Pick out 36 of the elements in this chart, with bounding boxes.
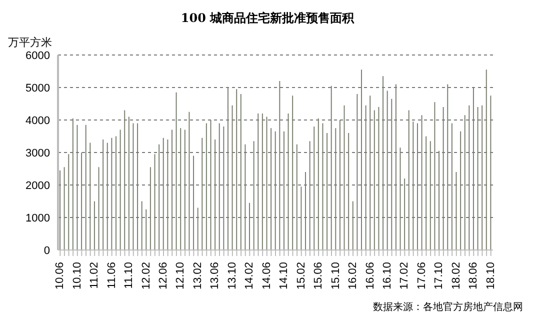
x-tick-label: 16.06 bbox=[364, 262, 376, 290]
x-tick-label: 12.06 bbox=[158, 262, 170, 290]
x-tick-label: 11.06 bbox=[106, 262, 118, 289]
x-tick-label: 17.06 bbox=[416, 262, 428, 290]
x-tick-label: 11.10 bbox=[123, 262, 136, 289]
x-tick-label: 14.06 bbox=[260, 262, 273, 290]
y-tick-label: 1000 bbox=[26, 212, 50, 224]
x-tick-label: 16.10 bbox=[381, 262, 394, 290]
x-tick-label: 15.06 bbox=[312, 262, 325, 290]
x-tick-label: 10.06 bbox=[54, 262, 66, 290]
x-tick-label: 18.10 bbox=[484, 262, 497, 290]
x-tick-label: 14.10 bbox=[278, 262, 290, 290]
y-tick-label: 5000 bbox=[26, 82, 50, 94]
x-tick-label: 12.10 bbox=[174, 262, 187, 290]
x-tick-label: 15.02 bbox=[295, 262, 308, 290]
x-tick-label: 13.10 bbox=[226, 262, 238, 290]
chart-title: 100 城商品住宅新批准预售面积 bbox=[180, 10, 356, 27]
x-tick-label: 16.02 bbox=[347, 262, 360, 290]
x-tick-label: 18.06 bbox=[468, 262, 480, 290]
x-tick-label: 14.02 bbox=[244, 262, 256, 290]
x-tick-label: 17.02 bbox=[398, 262, 411, 290]
x-tick-label: 12.02 bbox=[140, 262, 152, 290]
x-tick-label: 10.10 bbox=[71, 262, 84, 290]
y-tick-label: 2000 bbox=[26, 180, 50, 192]
x-tick-label: 17.10 bbox=[433, 262, 446, 290]
y-tick-label: 3000 bbox=[26, 147, 50, 160]
x-tick-label: 13.02 bbox=[192, 262, 204, 290]
x-tick-label: 15.10 bbox=[330, 262, 342, 290]
y-tick-label: 0 bbox=[44, 244, 50, 257]
x-tick-label: 13.06 bbox=[209, 262, 222, 290]
y-tick-label: 6000 bbox=[26, 50, 50, 62]
x-tick-label: 11.02 bbox=[88, 262, 101, 289]
y-tick-label: 4000 bbox=[26, 114, 50, 127]
x-tick-label: 18.02 bbox=[450, 262, 462, 290]
source-note: 数据来源：各地官方房地产信息网 bbox=[373, 300, 523, 314]
y-axis-title: 万平方米 bbox=[8, 36, 53, 50]
